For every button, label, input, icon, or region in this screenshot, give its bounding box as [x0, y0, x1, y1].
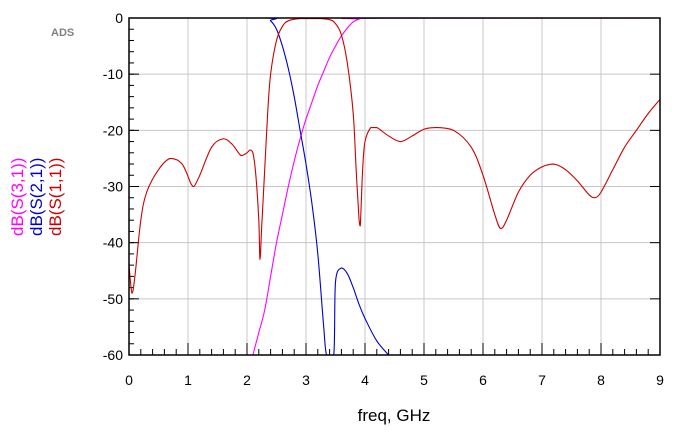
x-tick-label: 5 [420, 372, 428, 388]
y-tick-label: -60 [103, 347, 123, 363]
x-tick-label: 7 [538, 372, 546, 388]
y-axis-ticks: 0 -10 -20 -30 -40 -50 -60 [103, 10, 660, 363]
legend-entry: dB(S(3,1)) [8, 158, 27, 236]
plot-frame [128, 17, 661, 356]
series-layer [128, 17, 661, 356]
x-tick-label: 8 [597, 372, 605, 388]
x-tick-label: 2 [243, 372, 251, 388]
y-tick-label: -30 [103, 179, 123, 195]
y-tick-label: 0 [115, 10, 123, 26]
y-tick-label: -20 [103, 122, 123, 138]
x-axis-title: freq, GHz [358, 406, 431, 425]
x-tick-label: 3 [302, 372, 310, 388]
legend-entry: dB(S(1,1)) [46, 158, 65, 236]
legend: dB(S(3,1)) dB(S(2,1)) dB(S(1,1)) [8, 158, 65, 236]
grid [129, 18, 660, 355]
series-line-0 [252, 17, 661, 356]
x-tick-label: 1 [184, 372, 192, 388]
x-tick-label: 9 [656, 372, 664, 388]
x-axis-ticks: 0 1 2 3 4 5 6 7 8 9 [125, 343, 664, 388]
x-tick-label: 0 [125, 372, 133, 388]
series-line-2 [128, 18, 661, 294]
series-line-1 [129, 17, 390, 356]
y-tick-label: -40 [103, 235, 123, 251]
x-tick-label: 4 [361, 372, 369, 388]
ads-watermark: ADS [51, 27, 74, 39]
x-tick-label: 6 [479, 372, 487, 388]
y-tick-label: -50 [103, 291, 123, 307]
legend-entry: dB(S(2,1)) [27, 158, 46, 236]
y-tick-label: -10 [103, 66, 123, 82]
